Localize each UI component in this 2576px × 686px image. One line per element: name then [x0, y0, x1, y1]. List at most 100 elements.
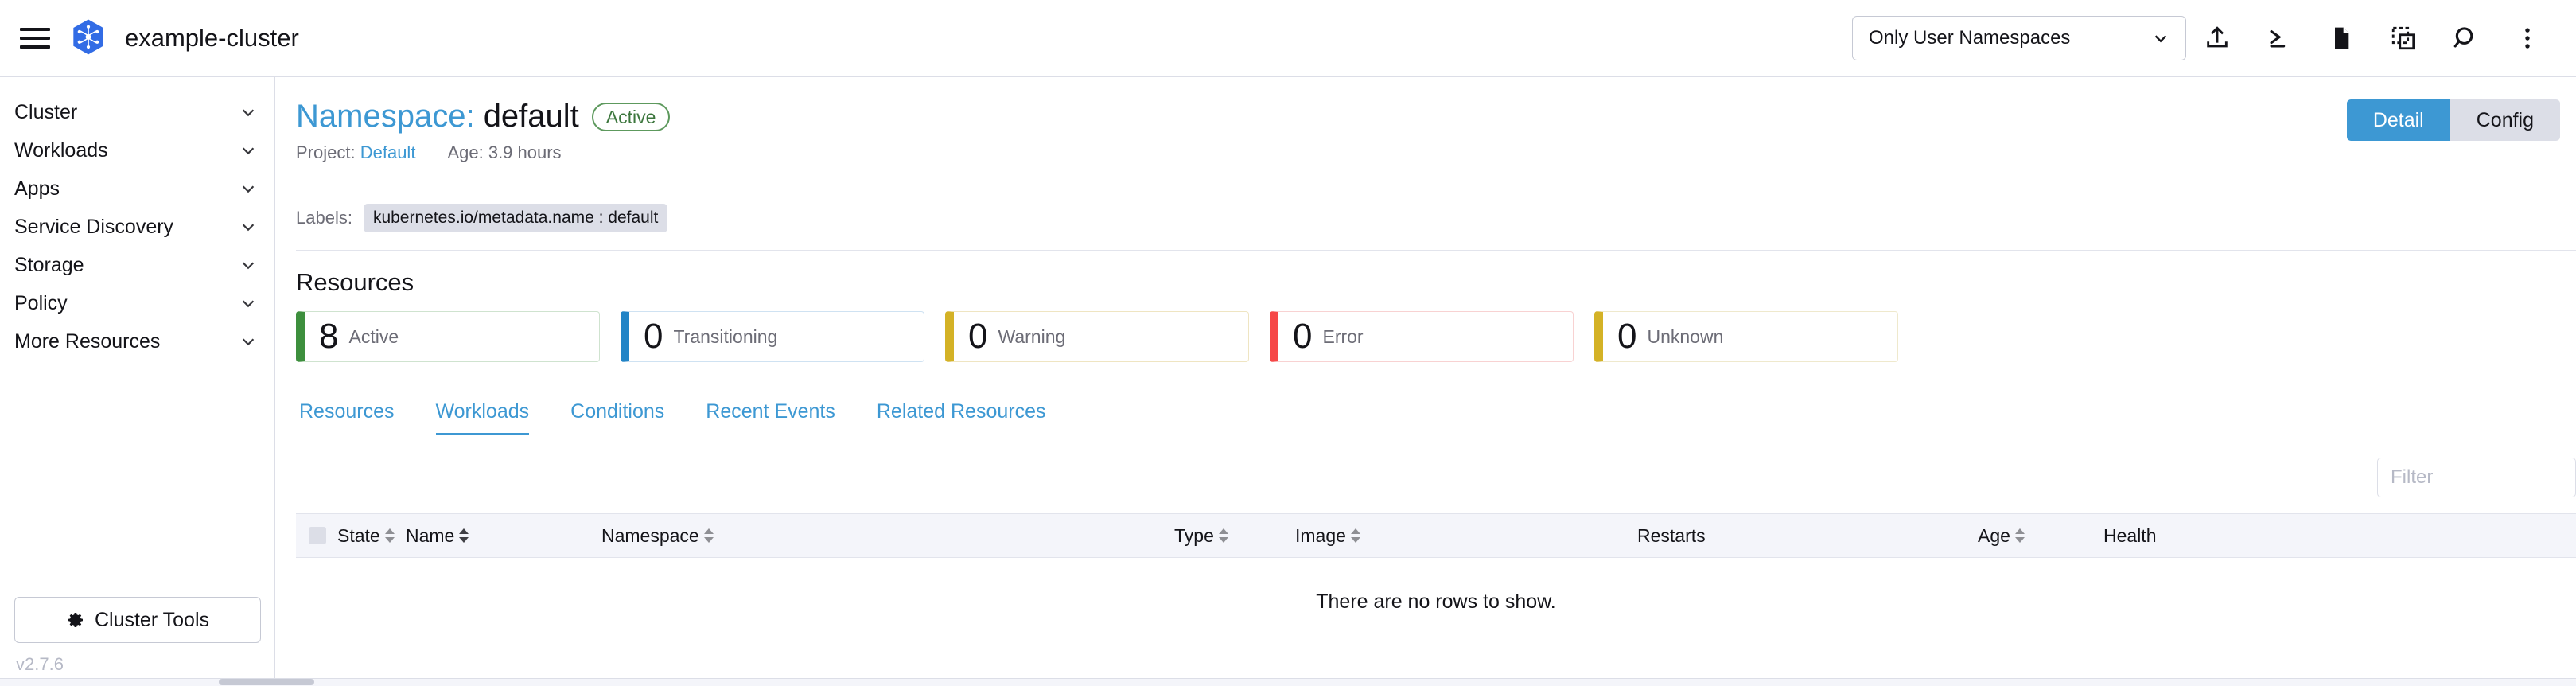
labels-title: Labels: — [296, 208, 352, 228]
column-header-health: Health — [2103, 525, 2156, 547]
column-label: Age — [1978, 524, 2010, 546]
resource-card-warning: 0 Warning — [945, 311, 1249, 362]
tab-conditions[interactable]: Conditions — [570, 400, 665, 423]
resource-summary-cards: 8 Active 0 Transitioning 0 Warning 0 Err… — [296, 311, 2576, 362]
sort-icon — [1350, 527, 1362, 544]
column-label: Restarts — [1637, 524, 1706, 546]
tab-workloads[interactable]: Workloads — [415, 400, 551, 435]
terminal-icon — [2270, 29, 2286, 48]
resource-card-count: 8 — [319, 317, 339, 356]
table-empty-state: There are no rows to show. — [296, 558, 2576, 645]
version-label: v2.7.6 — [16, 654, 64, 674]
status-badge: Active — [591, 103, 671, 131]
resource-card-label: Transitioning — [673, 325, 778, 347]
resource-card-label: Active — [348, 325, 399, 347]
scrollbar-thumb[interactable] — [219, 679, 314, 685]
column-header-state[interactable]: State — [337, 525, 406, 547]
view-toggle-group: Detail Config — [2346, 99, 2560, 141]
import-yaml-button[interactable] — [2186, 7, 2248, 69]
sort-icon — [703, 527, 715, 544]
resource-card-count: 0 — [968, 317, 988, 356]
top-bar-actions: Only User Namespaces — [1852, 7, 2576, 69]
column-header-image[interactable]: Image — [1295, 525, 1637, 547]
column-label: Type — [1174, 524, 1214, 546]
resources-heading: Resources — [296, 268, 414, 296]
filter-input[interactable] — [2377, 458, 2576, 497]
sidebar-item-cluster[interactable]: Cluster — [0, 93, 274, 131]
resource-card-error: 0 Error — [1270, 311, 1574, 362]
column-header-restarts: Restarts — [1637, 525, 1978, 547]
column-label: State — [337, 524, 380, 546]
namespace-filter-select[interactable]: Only User Namespaces — [1852, 16, 2186, 60]
tab-recent-events[interactable]: Recent Events — [706, 400, 835, 423]
resource-card-count: 0 — [1293, 317, 1313, 356]
cluster-name[interactable]: example-cluster — [125, 24, 299, 52]
kubernetes-logo-icon — [73, 19, 103, 55]
copy-icon — [2391, 26, 2415, 50]
sidebar-item-label: Service Discovery — [14, 215, 174, 238]
table-toolbar — [296, 435, 2576, 513]
sidebar-item-more-resources[interactable]: More Resources — [0, 322, 274, 361]
kebab-menu-icon — [2525, 28, 2530, 49]
chevron-down-icon — [242, 147, 255, 155]
resource-card-count: 0 — [644, 317, 663, 356]
sort-icon — [1218, 527, 1230, 544]
page-subheader: Project: Default Age: 3.9 hours — [296, 142, 2576, 163]
chevron-down-icon — [242, 262, 255, 270]
sidebar-item-workloads[interactable]: Workloads — [0, 131, 274, 170]
resource-card-unknown: 0 Unknown — [1594, 311, 1898, 362]
sidebar-item-policy[interactable]: Policy — [0, 284, 274, 322]
label-chip: kubernetes.io/metadata.name : default — [363, 204, 668, 232]
project-link[interactable]: Default — [360, 142, 416, 162]
column-label: Health — [2103, 524, 2157, 546]
column-header-namespace[interactable]: Namespace — [601, 525, 1174, 547]
sort-icon — [2014, 527, 2026, 544]
copy-kubeconfig-button[interactable] — [2372, 7, 2434, 69]
sidebar-item-label: More Resources — [14, 329, 161, 353]
resource-card-count: 0 — [1617, 317, 1637, 356]
resource-card-label: Unknown — [1647, 325, 1724, 347]
resource-name: default — [483, 99, 579, 134]
sidebar: Cluster Workloads Apps Service Discovery… — [0, 77, 275, 686]
docs-button[interactable] — [2310, 7, 2372, 69]
kubectl-shell-button[interactable] — [2248, 7, 2310, 69]
chevron-down-icon — [2154, 35, 2167, 43]
file-icon — [2335, 27, 2349, 49]
top-bar: example-cluster Only User Namespaces — [0, 0, 2576, 77]
hamburger-icon[interactable] — [20, 27, 50, 49]
config-tab-button[interactable]: Config — [2450, 99, 2560, 141]
chevron-down-icon — [242, 185, 255, 193]
column-header-age[interactable]: Age — [1978, 525, 2103, 547]
table-header-row: State Name Namespace Type Image — [296, 513, 2576, 558]
sidebar-item-storage[interactable]: Storage — [0, 246, 274, 284]
column-header-type[interactable]: Type — [1174, 525, 1295, 547]
search-button[interactable] — [2434, 7, 2496, 69]
search-icon — [2453, 27, 2473, 48]
sort-icon — [384, 527, 396, 544]
select-all-checkbox[interactable] — [309, 527, 326, 544]
cluster-tools-button[interactable]: Cluster Tools — [14, 597, 261, 643]
labels-section: Labels: kubernetes.io/metadata.name : de… — [296, 204, 2576, 232]
overflow-menu-button[interactable] — [2496, 7, 2558, 69]
main-content: Detail Config Namespace: default Active … — [276, 77, 2576, 686]
resource-card-active: 8 Active — [296, 311, 600, 362]
detail-tabs: Resources Workloads Conditions Recent Ev… — [296, 400, 2576, 435]
sidebar-item-label: Cluster — [14, 100, 78, 123]
column-header-name[interactable]: Name — [406, 525, 601, 547]
workloads-table: State Name Namespace Type Image — [296, 435, 2576, 645]
column-label: Name — [406, 524, 455, 546]
tab-resources[interactable]: Resources — [299, 400, 395, 423]
resource-card-label: Error — [1322, 325, 1364, 347]
horizontal-scrollbar[interactable] — [0, 678, 2576, 686]
gear-icon — [68, 613, 83, 627]
age-label: Age: — [447, 142, 484, 162]
cluster-tools-label: Cluster Tools — [94, 608, 210, 631]
sidebar-item-apps[interactable]: Apps — [0, 170, 274, 208]
resource-card-transitioning: 0 Transitioning — [621, 311, 924, 362]
sidebar-item-service-discovery[interactable]: Service Discovery — [0, 208, 274, 246]
chevron-down-icon — [242, 300, 255, 308]
detail-tab-button[interactable]: Detail — [2346, 99, 2450, 141]
namespace-filter-value: Only User Namespaces — [1869, 27, 2071, 49]
project-info: Project: Default — [296, 142, 415, 163]
tab-related-resources[interactable]: Related Resources — [876, 400, 1046, 423]
